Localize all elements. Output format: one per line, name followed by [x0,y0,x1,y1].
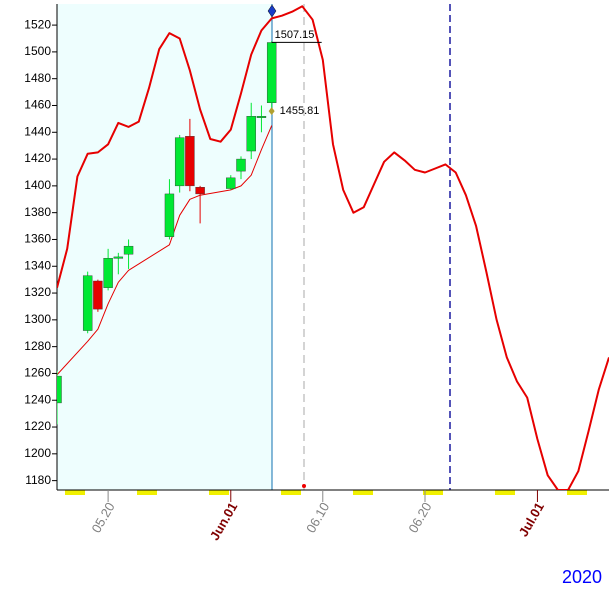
candle-body [113,256,124,259]
year-label: 2020 [562,567,602,587]
x-tick-label: Jun.01 [207,500,241,543]
y-tick-label: 1360 [24,232,51,246]
candle-body [123,245,134,255]
y-tick-label: 1380 [24,205,51,219]
y-tick-label: 1400 [24,178,51,192]
history-shade [57,4,272,490]
y-tick-label: 1340 [24,258,51,272]
cursor-dot [302,484,306,488]
y-tick-label: 1440 [24,124,51,138]
overlay-line [57,5,609,490]
y-tick-label: 1320 [24,285,51,299]
y-tick-label: 1420 [24,151,51,165]
annotation-label: 1507.15 [275,29,315,41]
y-tick-label: 1480 [24,71,51,85]
candle-body [185,136,195,187]
candle-body [164,193,175,237]
y-tick-label: 1200 [24,446,51,460]
x-tick-label: 06.20 [405,500,434,536]
x-tick-label: Jul.01 [516,500,547,539]
y-tick-label: 1280 [24,339,51,353]
candle-body [82,275,93,331]
candle-body [226,177,236,189]
y-tick-label: 1300 [24,312,51,326]
candle-body [93,280,103,310]
candle-body [236,158,246,172]
y-tick-label: 1260 [24,366,51,380]
candle-body [57,375,62,404]
y-tick-label: 1500 [24,44,51,58]
candle-body [174,137,185,187]
overlay-line [57,125,273,376]
candle-body [195,187,205,195]
candle-body [246,116,256,152]
y-tick-label: 1180 [25,473,51,487]
plot-area [57,5,609,490]
x-tick-label: 05.20 [88,500,117,536]
annotation-label: 1455.81 [280,105,320,117]
x-tick-label: 06.10 [303,500,332,536]
candle-body [266,42,277,104]
y-tick-label: 1520 [24,17,51,31]
annotation-marker [268,107,275,116]
weekend-markers [65,490,587,495]
y-tick-label: 1240 [24,392,51,406]
candle-body [103,258,113,288]
y-tick-label: 1460 [24,98,51,112]
signal-diamond [267,4,277,18]
y-tick-label: 1220 [24,419,51,433]
candle-body [256,116,267,118]
